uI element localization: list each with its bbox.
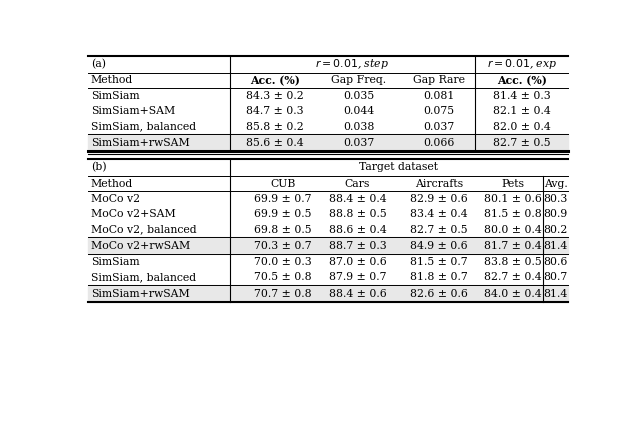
Text: SimSiam: SimSiam [91, 257, 140, 267]
Text: MoCo v2: MoCo v2 [91, 194, 140, 204]
Text: 81.4: 81.4 [544, 241, 568, 251]
Text: 80.3: 80.3 [543, 194, 568, 204]
Text: 82.7 ± 0.4: 82.7 ± 0.4 [484, 273, 541, 283]
Bar [88, 238, 568, 254]
Text: 0.066: 0.066 [423, 138, 454, 148]
Text: 84.9 ± 0.6: 84.9 ± 0.6 [410, 241, 468, 251]
Text: Gap Freq.: Gap Freq. [332, 75, 387, 86]
Bar [88, 285, 568, 302]
Text: 70.5 ± 0.8: 70.5 ± 0.8 [254, 273, 312, 283]
Text: 88.7 ± 0.3: 88.7 ± 0.3 [328, 241, 387, 251]
Text: 84.0 ± 0.4: 84.0 ± 0.4 [484, 289, 541, 299]
Text: 83.4 ± 0.4: 83.4 ± 0.4 [410, 210, 468, 219]
Text: SimSiam, balanced: SimSiam, balanced [91, 121, 196, 131]
Text: 85.6 ± 0.4: 85.6 ± 0.4 [246, 138, 304, 148]
Text: 69.9 ± 0.5: 69.9 ± 0.5 [254, 210, 312, 219]
Text: 81.4 ± 0.3: 81.4 ± 0.3 [493, 91, 550, 101]
Text: 70.3 ± 0.7: 70.3 ± 0.7 [254, 241, 312, 251]
Text: $r = 0.01$, exp: $r = 0.01$, exp [486, 57, 557, 71]
Text: 83.8 ± 0.5: 83.8 ± 0.5 [484, 257, 541, 267]
Text: 82.6 ± 0.6: 82.6 ± 0.6 [410, 289, 468, 299]
Text: 81.5 ± 0.8: 81.5 ± 0.8 [484, 210, 541, 219]
Text: 88.4 ± 0.6: 88.4 ± 0.6 [328, 289, 387, 299]
Text: 80.7: 80.7 [544, 273, 568, 283]
Text: 82.7 ± 0.5: 82.7 ± 0.5 [410, 225, 468, 235]
Text: 88.4 ± 0.4: 88.4 ± 0.4 [328, 194, 387, 204]
Text: 80.6: 80.6 [543, 257, 568, 267]
Text: 69.8 ± 0.5: 69.8 ± 0.5 [254, 225, 312, 235]
Text: MoCo v2+rwSAM: MoCo v2+rwSAM [91, 241, 190, 251]
Text: 0.037: 0.037 [423, 121, 454, 131]
Text: Pets: Pets [501, 178, 524, 188]
Text: 87.0 ± 0.6: 87.0 ± 0.6 [328, 257, 387, 267]
Text: 0.044: 0.044 [344, 106, 374, 116]
Text: 0.037: 0.037 [344, 138, 374, 148]
Text: Cars: Cars [345, 178, 370, 188]
Text: 82.0 ± 0.4: 82.0 ± 0.4 [493, 121, 550, 131]
Text: 70.7 ± 0.8: 70.7 ± 0.8 [254, 289, 312, 299]
Text: 81.4: 81.4 [544, 289, 568, 299]
Text: SimSiam+rwSAM: SimSiam+rwSAM [91, 289, 189, 299]
Text: Acc. (%): Acc. (%) [250, 75, 300, 86]
Text: Method: Method [91, 178, 133, 188]
Text: 81.5 ± 0.7: 81.5 ± 0.7 [410, 257, 468, 267]
Text: Method: Method [91, 75, 133, 86]
Text: Avg.: Avg. [544, 178, 568, 188]
Text: MoCo v2, balanced: MoCo v2, balanced [91, 225, 196, 235]
Text: 80.0 ± 0.4: 80.0 ± 0.4 [484, 225, 541, 235]
Text: 80.9: 80.9 [544, 210, 568, 219]
Text: Aircrafts: Aircrafts [415, 178, 463, 188]
Text: SimSiam, balanced: SimSiam, balanced [91, 273, 196, 283]
Bar [88, 134, 568, 151]
Text: 88.8 ± 0.5: 88.8 ± 0.5 [328, 210, 387, 219]
Text: 87.9 ± 0.7: 87.9 ± 0.7 [329, 273, 386, 283]
Text: (a): (a) [91, 59, 106, 69]
Text: 82.9 ± 0.6: 82.9 ± 0.6 [410, 194, 468, 204]
Text: Gap Rare: Gap Rare [413, 75, 465, 86]
Text: 0.035: 0.035 [344, 91, 374, 101]
Text: 85.8 ± 0.2: 85.8 ± 0.2 [246, 121, 304, 131]
Text: 82.1 ± 0.4: 82.1 ± 0.4 [493, 106, 550, 116]
Text: SimSiam+rwSAM: SimSiam+rwSAM [91, 138, 189, 148]
Text: CUB: CUB [271, 178, 296, 188]
Text: (b): (b) [91, 162, 106, 172]
Text: SimSiam: SimSiam [91, 91, 140, 101]
Text: 69.9 ± 0.7: 69.9 ± 0.7 [254, 194, 312, 204]
Text: MoCo v2+SAM: MoCo v2+SAM [91, 210, 175, 219]
Text: $r = 0.01$, step: $r = 0.01$, step [316, 57, 389, 71]
Text: Acc. (%): Acc. (%) [497, 75, 547, 86]
Text: 0.075: 0.075 [423, 106, 454, 116]
Text: 80.2: 80.2 [543, 225, 568, 235]
Text: Target dataset: Target dataset [360, 162, 438, 172]
Text: SimSiam+SAM: SimSiam+SAM [91, 106, 175, 116]
Text: 0.081: 0.081 [423, 91, 454, 101]
Text: 81.7 ± 0.4: 81.7 ± 0.4 [484, 241, 541, 251]
Text: 81.8 ± 0.7: 81.8 ± 0.7 [410, 273, 468, 283]
Text: 88.6 ± 0.4: 88.6 ± 0.4 [328, 225, 387, 235]
Text: 70.0 ± 0.3: 70.0 ± 0.3 [254, 257, 312, 267]
Text: 80.1 ± 0.6: 80.1 ± 0.6 [483, 194, 541, 204]
Text: 84.3 ± 0.2: 84.3 ± 0.2 [246, 91, 304, 101]
Text: 84.7 ± 0.3: 84.7 ± 0.3 [246, 106, 304, 116]
Text: 0.038: 0.038 [343, 121, 374, 131]
Text: 82.7 ± 0.5: 82.7 ± 0.5 [493, 138, 550, 148]
